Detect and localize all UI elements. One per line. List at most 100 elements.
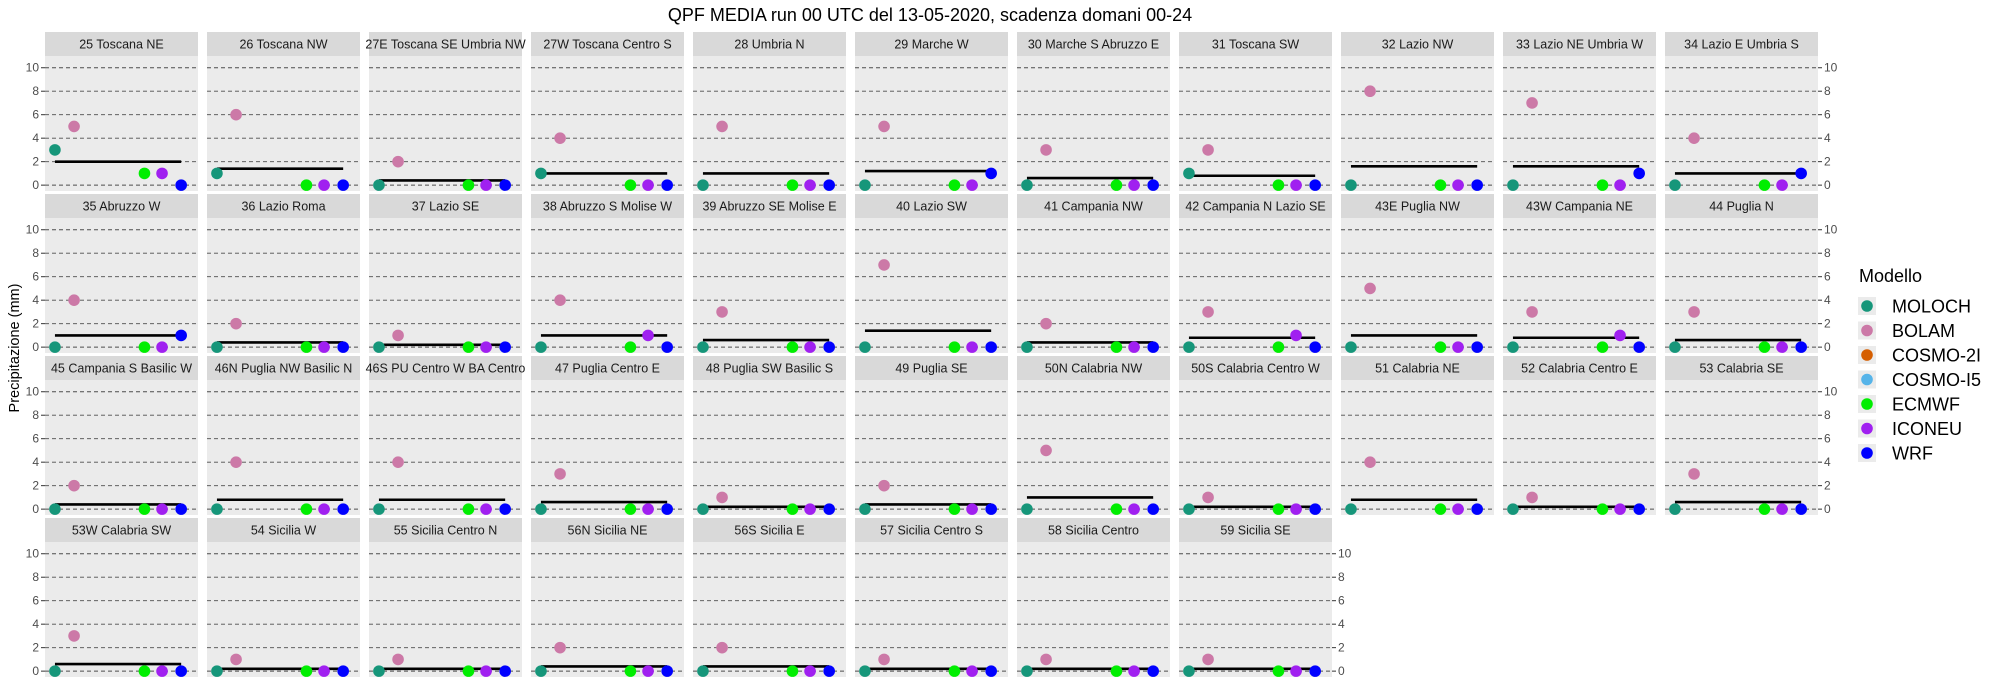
panel-background	[693, 542, 846, 677]
point-wrf	[1795, 167, 1807, 180]
point-iconeu	[1290, 329, 1302, 342]
strip-label: 40 Lazio SW	[896, 200, 967, 214]
strip-label: 30 Marche S Abruzzo E	[1028, 38, 1159, 52]
point-ecmwf	[624, 179, 637, 191]
facet-panel: 52 Calabria Centro E	[1503, 356, 1656, 515]
facet-panel: 44 Puglia N	[1665, 194, 1818, 353]
legend-swatch	[1861, 398, 1873, 410]
strip-label: 43W Campania NE	[1526, 200, 1633, 214]
point-ecmwf	[1758, 341, 1771, 353]
legend-swatch	[1861, 349, 1873, 361]
panel-background	[531, 218, 684, 353]
strip-label: 50S Calabria Centro W	[1191, 362, 1320, 376]
y-tick-label: 0	[32, 340, 39, 354]
point-bolam	[392, 329, 404, 342]
strip-background	[1665, 32, 1818, 56]
point-iconeu	[804, 665, 816, 677]
point-ecmwf	[948, 665, 961, 677]
facet-panel: 27W Toscana Centro S	[531, 32, 684, 191]
point-ecmwf	[786, 341, 799, 353]
point-moloch	[49, 341, 61, 353]
facet-panel: 45 Campania S Basilic W	[45, 356, 198, 515]
facet-panel: 31 Toscana SW	[1179, 32, 1332, 191]
panel-background	[207, 218, 360, 353]
legend-label: WRF	[1892, 444, 1933, 464]
strip-background	[1179, 356, 1332, 380]
point-wrf	[985, 665, 997, 677]
panel-background	[1503, 56, 1656, 191]
point-ecmwf	[786, 179, 799, 191]
point-iconeu	[1452, 503, 1464, 515]
y-tick-label: 0	[1824, 178, 1831, 192]
strip-background	[369, 194, 522, 218]
point-bolam	[1688, 306, 1700, 318]
point-wrf	[1633, 167, 1645, 180]
y-tick-label: 0	[1338, 664, 1345, 678]
strip-label: 57 Sicilia Centro S	[880, 524, 983, 538]
legend: Modello MOLOCH BOLAM COSMO-2I COSMO-I5 ECMWF…	[1858, 266, 1981, 464]
facet-panel: 39 Abruzzo SE Molise E	[693, 194, 846, 353]
point-bolam	[1202, 144, 1214, 156]
legend-item: COSMO-I5	[1858, 370, 1981, 390]
point-wrf	[499, 503, 511, 515]
point-bolam	[1526, 97, 1538, 109]
panel-background	[1665, 56, 1818, 191]
strip-background	[207, 194, 360, 218]
point-iconeu	[1776, 341, 1788, 353]
point-bolam	[716, 641, 728, 654]
facet-panel: 35 Abruzzo W	[45, 194, 198, 353]
strip-label: 46N Puglia NW Basilic N	[215, 362, 353, 376]
point-bolam	[230, 108, 242, 121]
point-bolam	[554, 468, 566, 480]
point-moloch	[697, 665, 709, 677]
y-tick-label: 2	[1824, 317, 1831, 331]
point-ecmwf	[624, 341, 637, 353]
strip-background	[1503, 356, 1656, 380]
point-wrf	[661, 503, 673, 515]
facet-panel: 41 Campania NW	[1017, 194, 1170, 353]
y-tick-label: 8	[1824, 408, 1831, 422]
point-ecmwf	[786, 503, 799, 515]
point-moloch	[1345, 341, 1357, 353]
point-iconeu	[1452, 179, 1464, 191]
strip-label: 29 Marche W	[894, 38, 969, 52]
panel-background	[855, 542, 1008, 677]
point-ecmwf	[462, 341, 475, 353]
point-moloch	[535, 341, 547, 353]
panel-background	[1503, 380, 1656, 515]
point-iconeu	[1290, 503, 1302, 515]
point-ecmwf	[624, 665, 637, 677]
y-tick-label: 2	[1824, 155, 1831, 169]
point-ecmwf	[1758, 503, 1771, 515]
facet-panel: 29 Marche W	[855, 32, 1008, 191]
panel-background	[1017, 542, 1170, 677]
point-wrf	[499, 179, 511, 191]
strip-label: 28 Umbria N	[734, 38, 804, 52]
strip-label: 47 Puglia Centro E	[555, 362, 660, 376]
point-moloch	[1021, 341, 1033, 353]
panel-background	[1341, 56, 1494, 191]
point-bolam	[554, 132, 566, 144]
y-tick-label: 0	[32, 178, 39, 192]
strip-background	[45, 194, 198, 218]
y-tick-label: 4	[32, 455, 39, 469]
y-tick-label: 2	[32, 641, 39, 655]
point-moloch	[49, 503, 61, 515]
y-tick-label: 10	[1824, 61, 1838, 75]
strip-label: 27W Toscana Centro S	[543, 38, 671, 52]
panel-background	[1017, 218, 1170, 353]
point-ecmwf	[1434, 341, 1447, 353]
point-wrf	[823, 179, 835, 191]
strip-background	[693, 518, 846, 542]
point-wrf	[823, 503, 835, 515]
strip-label: 53 Calabria SE	[1699, 362, 1783, 376]
point-iconeu	[804, 179, 816, 191]
point-iconeu	[1776, 503, 1788, 515]
point-iconeu	[966, 341, 978, 353]
strip-background	[693, 32, 846, 56]
y-tick-label: 10	[26, 547, 40, 561]
panel-background	[45, 380, 198, 515]
facet-panel: 42 Campania N Lazio SE	[1179, 194, 1332, 353]
y-tick-label: 10	[1824, 223, 1838, 237]
